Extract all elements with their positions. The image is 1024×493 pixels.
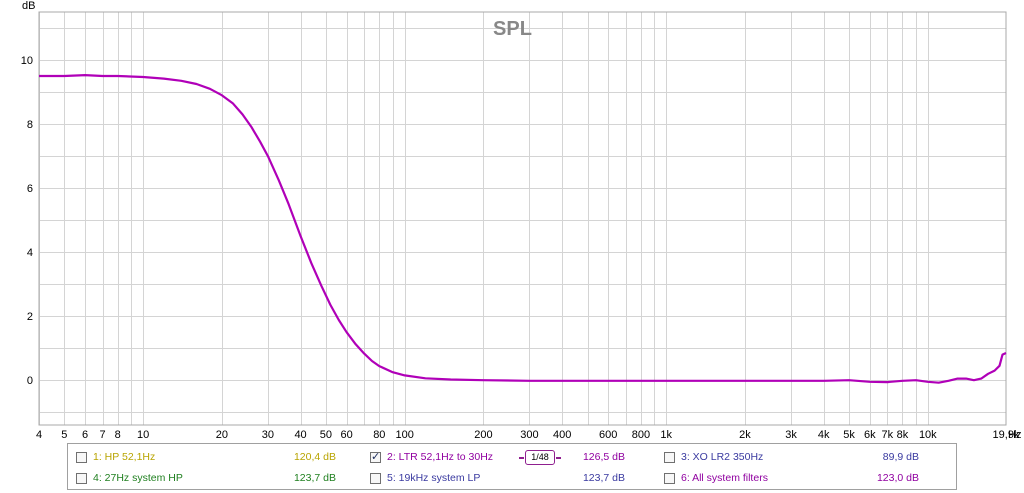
x-tick-labels: 4 5 6 7 8 10 20 30 40 50 60 80 100 200 300 400 600 800 1k 2… [36,429,1020,441]
legend-item-6[interactable]: 6: All system filters 123,0 dB [664,472,924,488]
x-tick-label: 7 [100,429,106,441]
chart-grid [39,12,1006,425]
legend-value-3: 89,9 dB [882,451,919,463]
legend-checkbox-5[interactable] [370,473,381,484]
x-tick-label: 20 [216,429,228,441]
legend-checkbox-2[interactable] [370,450,381,463]
legend-item-3[interactable]: 3: XO LR2 350Hz 89,9 dB [664,451,924,467]
x-tick-label: 100 [395,429,413,441]
y-tick-label: 4 [27,247,33,259]
x-tick-label: 400 [553,429,571,441]
legend-label-2: 2: LTR 52,1Hz to 30Hz [387,451,494,463]
x-tick-label: 40 [294,429,306,441]
x-tick-label: 8k [897,429,909,441]
y-tick-label: 8 [27,119,33,131]
x-tick-label: 30 [262,429,274,441]
legend-checkbox-6[interactable] [664,473,675,484]
x-tick-label: 4 [36,429,42,441]
legend-checkbox-4[interactable] [76,473,87,484]
x-tick-label: 4k [818,429,830,441]
x-tick-label: 50 [320,429,332,441]
legend-value-5: 123,7 dB [582,472,625,484]
x-tick-label: 6 [82,429,88,441]
x-tick-label: 10k [919,429,937,441]
plot-frame [38,11,1007,426]
x-tick-label: 2k [739,429,751,441]
y-tick-label: 0 [27,375,33,387]
smoothing-badge[interactable]: 1/48 [519,450,561,465]
x-tick-label: 200 [474,429,492,441]
legend-item-5[interactable]: 5: 19kHz system LP 123,7 dB [370,472,660,488]
legend-item-1[interactable]: 1: HP 52,1Hz 120,4 dB [76,451,346,467]
x-axis-unit: Hz [1008,429,1021,441]
y-tick-labels: 0 2 4 6 8 10 [21,55,33,387]
legend-value-1: 120,4 dB [293,451,336,463]
x-tick-label: 10 [137,429,149,441]
x-tick-label: 600 [599,429,617,441]
legend-item-4[interactable]: 4: 27Hz system HP 123,7 dB [76,472,346,488]
y-tick-label: 2 [27,311,33,323]
legend-label-4: 4: 27Hz system HP [93,472,183,484]
x-tick-label: 19,9k [993,429,1020,441]
legend-checkbox-3[interactable] [664,452,675,463]
x-tick-label: 3k [785,429,797,441]
legend-value-6: 123,0 dB [876,472,919,484]
y-tick-label: 10 [21,55,33,67]
y-tick-label: 6 [27,183,33,195]
x-tick-label: 5k [843,429,855,441]
legend-value-2: 126,5 dB [582,451,625,463]
legend-label-6: 6: All system filters [681,472,768,484]
legend-item-2[interactable]: 2: LTR 52,1Hz to 30Hz 1/48 126,5 dB [370,450,660,467]
x-tick-label: 800 [632,429,650,441]
series-line-ltr [39,74,1007,384]
legend-panel: 1: HP 52,1Hz 120,4 dB 2: LTR 52,1Hz to 3… [67,443,957,490]
x-tick-label: 5 [61,429,67,441]
legend-value-4: 123,7 dB [293,472,336,484]
y-axis-label: dB [22,0,35,12]
legend-label-5: 5: 19kHz system LP [387,472,481,484]
x-tick-label: 8 [115,429,121,441]
x-tick-label: 6k [864,429,876,441]
legend-checkbox-1[interactable] [76,452,87,463]
x-tick-label: 7k [881,429,893,441]
legend-label-3: 3: XO LR2 350Hz [681,451,764,463]
x-tick-label: 60 [341,429,353,441]
x-tick-label: 300 [520,429,538,441]
x-tick-label: 1k [660,429,672,441]
chart-title: SPL [493,18,532,40]
x-tick-label: 80 [373,429,385,441]
legend-label-1: 1: HP 52,1Hz [93,451,156,463]
